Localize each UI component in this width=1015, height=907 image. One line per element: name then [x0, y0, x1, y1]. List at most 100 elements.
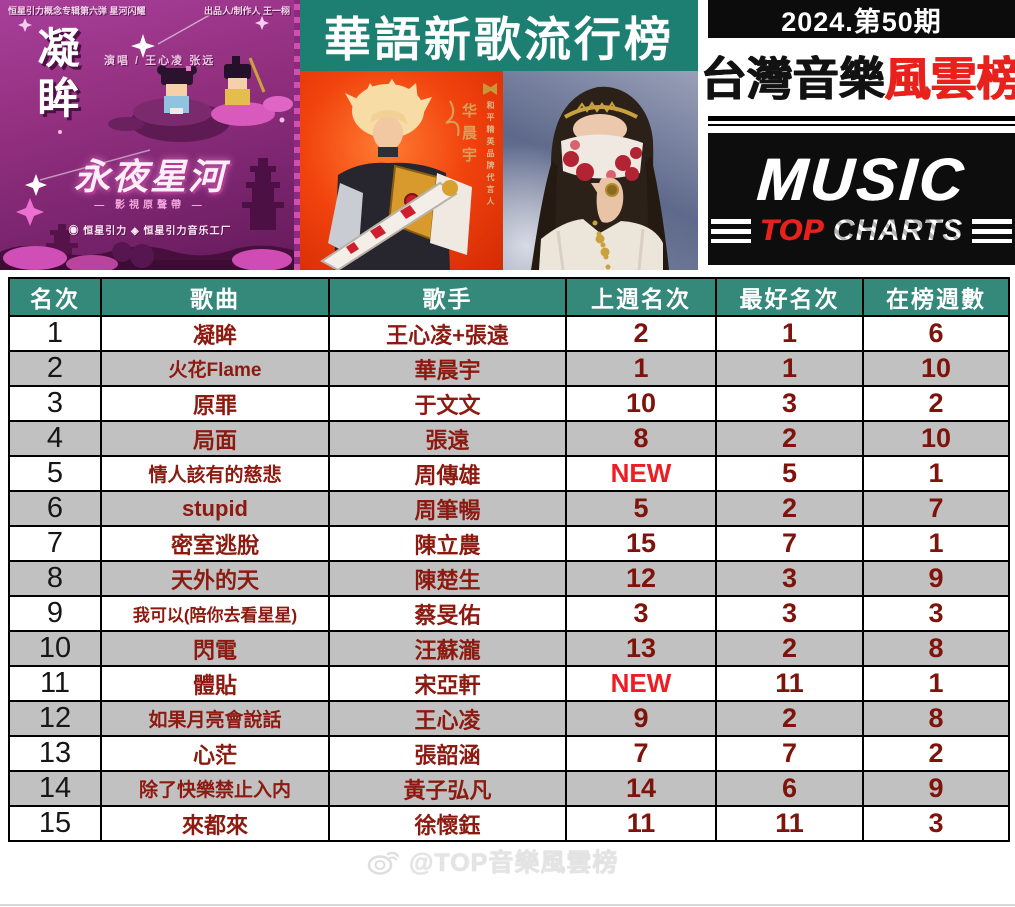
last-week-cell: 14: [565, 770, 717, 807]
weeks-cell: 8: [862, 630, 1010, 667]
artist-cell: 周傳雄: [328, 455, 567, 492]
weeks-cell: 9: [862, 770, 1010, 807]
artist-cell: 蔡旻佑: [328, 595, 567, 632]
artist-cell: 黃子弘凡: [328, 770, 567, 807]
song-cell: 除了快樂禁止入内: [100, 770, 330, 807]
artist-cell: 徐懷鈺: [328, 805, 567, 842]
best-rank-cell: 11: [715, 665, 864, 702]
song-cell: 心茫: [100, 735, 330, 772]
best-rank-cell: 6: [715, 770, 864, 807]
last-week-cell: 7: [565, 735, 717, 772]
rank-cell: 9: [8, 595, 102, 632]
table-row: 11 體貼 宋亞軒 NEW 11 1: [8, 665, 1010, 702]
artist-cell: 張遠: [328, 420, 567, 457]
ranking-table-body: 1 凝眸 王心凌+張遠 2 1 6 2 火花Flame 華晨宇 1 1 10 3…: [8, 315, 1010, 842]
table-row: 1 凝眸 王心凌+張遠 2 1 6: [8, 315, 1010, 352]
best-rank-cell: 3: [715, 560, 864, 597]
issue-date-text: 2024.第50期: [781, 6, 942, 37]
rank-cell: 4: [8, 420, 102, 457]
weeks-cell: 2: [862, 735, 1010, 772]
rank-cell: 6: [8, 490, 102, 527]
weeks-cell: 3: [862, 805, 1010, 842]
last-week-cell: 10: [565, 385, 717, 422]
last-week-cell: 13: [565, 630, 717, 667]
last-week-cell: 15: [565, 525, 717, 562]
chart-title-text: 華語新歌流行榜: [324, 13, 674, 66]
album-top-credits: 恒星引力概念专辑第六弹 星河闪耀 出品人/制作人 王一栩: [8, 4, 290, 17]
brand-title: 台灣音樂 風雲榜: [701, 38, 1015, 114]
best-rank-cell: 7: [715, 525, 864, 562]
best-rank-cell: 3: [715, 385, 864, 422]
table-row: 5 情人該有的慈悲 周傳雄 NEW 5 1: [8, 455, 1010, 492]
table-row: 4 局面 張遠 8 2 10: [8, 420, 1010, 457]
weeks-cell: 1: [862, 665, 1010, 702]
brand-divider-thin: [708, 124, 1015, 126]
rank-cell: 2: [8, 350, 102, 387]
charts-word: CHARTS: [832, 214, 964, 247]
weeks-cell: 10: [862, 350, 1010, 387]
best-rank-cell: 5: [715, 455, 864, 492]
bottom-divider-line: [0, 904, 1015, 906]
best-rank-cell: 1: [715, 315, 864, 352]
ranking-table-header: 名次 歌曲 歌手 上週名次 最好名次 在榜週數: [8, 277, 1010, 317]
header-rank: 名次: [8, 277, 102, 317]
artist-cell: 周筆暢: [328, 490, 567, 527]
song-cell: 我可以(陪你去看星星): [100, 595, 330, 632]
song-cell: 天外的天: [100, 560, 330, 597]
song-cell: 體貼: [100, 665, 330, 702]
best-rank-cell: 2: [715, 420, 864, 457]
woman-illustration: [531, 86, 669, 270]
top-charts-row: TOP CHARTS: [710, 214, 1013, 248]
album-producer-text: 出品人/制作人 王一栩: [203, 6, 290, 16]
table-row: 3 原罪 于文文 10 3 2: [8, 385, 1010, 422]
rank-cell: 8: [8, 560, 102, 597]
weeks-cell: 1: [862, 455, 1010, 492]
rank-cell: 11: [8, 665, 102, 702]
rank-cell: 1: [8, 315, 102, 352]
top-word: TOP: [759, 214, 824, 247]
weeks-cell: 1: [862, 525, 1010, 562]
table-row: 2 火花Flame 華晨宇 1 1 10: [8, 350, 1010, 387]
song-cell: 原罪: [100, 385, 330, 422]
album-art-decoration-graphic: [0, 11, 300, 270]
table-row: 8 天外的天 陳楚生 12 3 9: [8, 560, 1010, 597]
table-row: 7 密室逃脫 陳立農 15 7 1: [8, 525, 1010, 562]
bars-right-icon: [972, 219, 1013, 243]
album-cover: 恒星引力概念专辑第六弹 星河闪耀 出品人/制作人 王一栩 凝眸 演唱 / 王心凌…: [0, 0, 300, 270]
footer-watermark: @TOP音樂風雲榜: [0, 844, 1015, 877]
weeks-cell: 8: [862, 700, 1010, 737]
rank-cell: 15: [8, 805, 102, 842]
album-ost-label: — 影視原聲帶 —: [94, 200, 206, 211]
best-rank-cell: 2: [715, 700, 864, 737]
weeks-cell: 10: [862, 420, 1010, 457]
song-cell: 密室逃脫: [100, 525, 330, 562]
best-rank-cell: 3: [715, 595, 864, 632]
last-week-cell: 12: [565, 560, 717, 597]
ranking-table: 名次 歌曲 歌手 上週名次 最好名次 在榜週數 1 凝眸 王心凌+張遠 2 1 …: [8, 277, 1010, 842]
rank-cell: 3: [8, 385, 102, 422]
song-cell: 火花Flame: [100, 350, 330, 387]
artist-cell: 王心凌: [328, 700, 567, 737]
table-row: 9 我可以(陪你去看星星) 蔡旻佑 3 3 3: [8, 595, 1010, 632]
hua-chenyu-endorsement-vertical: 和平精英品牌代言人: [486, 101, 495, 209]
last-week-cell: 9: [565, 700, 717, 737]
brand-divider-thick: [708, 116, 1015, 121]
header-artist: 歌手: [328, 277, 567, 317]
table-row: 10 閃電 汪蘇瀧 13 2 8: [8, 630, 1010, 667]
best-rank-cell: 7: [715, 735, 864, 772]
last-week-cell: 1: [565, 350, 717, 387]
last-week-cell: NEW: [565, 455, 717, 492]
table-row: 12 如果月亮會說話 王心凌 9 2 8: [8, 700, 1010, 737]
music-word: MUSIC: [755, 146, 969, 213]
artist-photo-woman: [503, 71, 698, 270]
artist-cell: 王心凌+張遠: [328, 315, 567, 352]
bars-left-icon: [710, 219, 751, 243]
last-week-cell: 5: [565, 490, 717, 527]
artist-photo-hua-chenyu: 华晨宇 和平精英品牌代言人: [300, 71, 503, 270]
artist-cell: 宋亞軒: [328, 665, 567, 702]
artist-cell: 陳楚生: [328, 560, 567, 597]
artist-cell: 汪蘇瀧: [328, 630, 567, 667]
music-top-charts-logo: MUSIC TOP CHARTS: [708, 133, 1015, 265]
album-drama-logo: 永夜星河: [73, 156, 226, 197]
